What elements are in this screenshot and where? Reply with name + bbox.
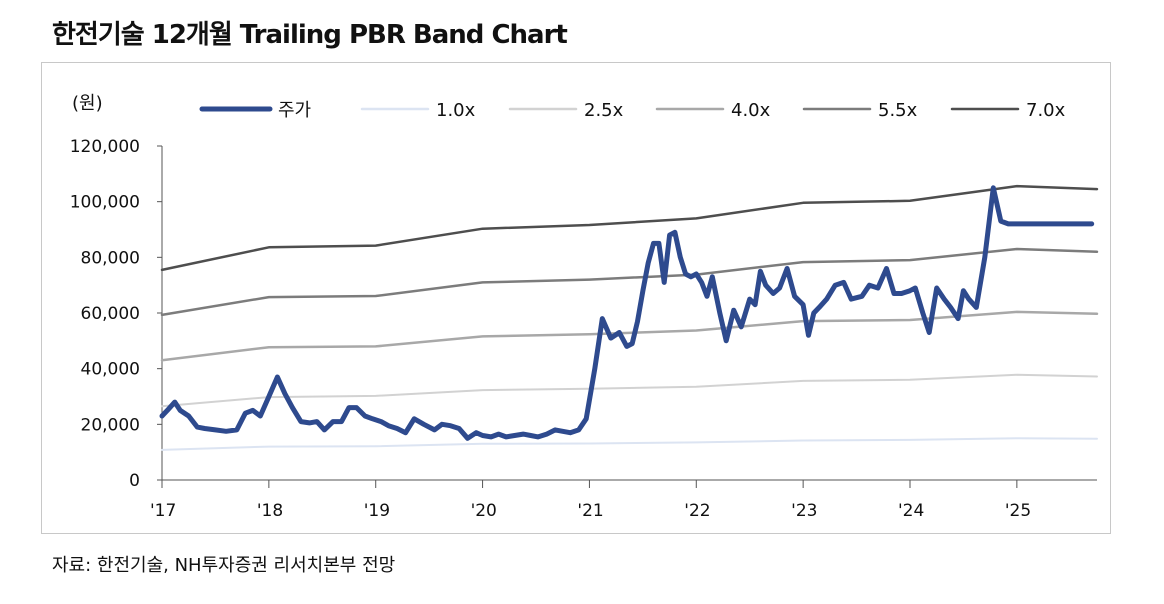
series-line-40x [160, 310, 1099, 362]
x-tick-label: '24 [898, 501, 924, 521]
y-tick-label: 40,000 [81, 360, 140, 380]
series-line-10x [161, 437, 1098, 451]
series-line-70x [160, 184, 1099, 272]
legend-item: 7.0x [950, 100, 1066, 121]
legend-label: 7.0x [1026, 100, 1066, 121]
series-line-주가 [159, 185, 1095, 441]
x-tick-label: '19 [364, 501, 390, 521]
y-tick-label: 20,000 [81, 415, 140, 435]
pbr-band-chart: 0 20,000 40,000 60,000 80,000 100,000 120,000 (… [70, 93, 1099, 521]
chart-title: 한전기술 12개월 Trailing PBR Band Chart [52, 20, 568, 50]
y-tick-label: 80,000 [81, 248, 140, 268]
x-tick-label: '23 [791, 501, 817, 521]
legend-item: 2.5x [508, 100, 624, 121]
source-note: 자료: 한전기술, NH투자증권 리서치본부 전망 [52, 555, 396, 576]
x-tick-label: '18 [257, 501, 283, 521]
y-axis-unit-label: (원) [72, 93, 103, 114]
series-line-55x [160, 247, 1099, 317]
y-tick-label: 100,000 [70, 193, 140, 213]
y-tick-label: 60,000 [81, 304, 140, 324]
legend-item: 1.0x [360, 100, 476, 121]
x-tick-label: '21 [577, 501, 603, 521]
x-tick-label: '17 [150, 501, 176, 521]
legend-item: 주가 [199, 100, 311, 121]
x-tick-label: '25 [1005, 501, 1031, 521]
series-line-25x [161, 373, 1098, 408]
legend-item: 5.5x [802, 100, 918, 121]
chart-frame: 0 20,000 40,000 60,000 80,000 100,000 120,000 (… [41, 62, 1111, 534]
x-tick-label: '20 [471, 501, 497, 521]
x-tick-label: '22 [684, 501, 710, 521]
y-tick-label: 120,000 [70, 137, 140, 157]
legend-label: 1.0x [436, 100, 476, 121]
legend-item: 4.0x [655, 100, 771, 121]
legend-label: 5.5x [878, 100, 918, 121]
y-tick-label: 0 [129, 471, 140, 491]
legend-label: 4.0x [731, 100, 771, 121]
legend-label: 주가 [278, 100, 311, 121]
legend-label: 2.5x [584, 100, 624, 121]
